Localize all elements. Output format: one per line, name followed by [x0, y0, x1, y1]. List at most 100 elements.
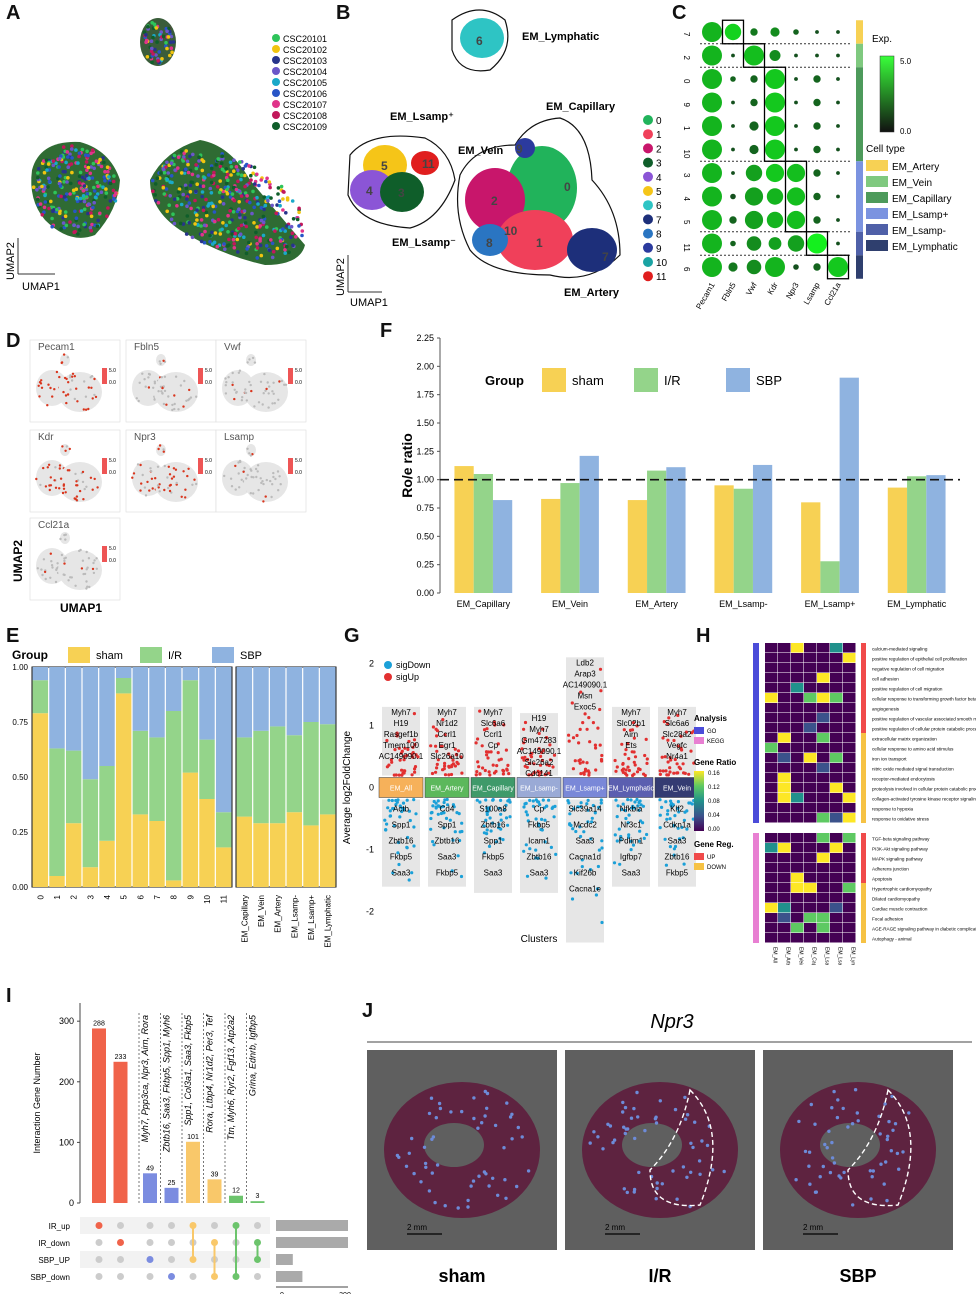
sig-up-point: [395, 734, 399, 738]
dot: [836, 30, 840, 34]
feature-point: [150, 470, 153, 473]
bar-SBP: [579, 455, 599, 593]
up-gene-label: Airn: [624, 730, 638, 739]
feature-point: [168, 489, 172, 493]
sig-up-point: [635, 770, 640, 774]
feature-point: [82, 408, 86, 411]
heat-cell: [765, 893, 778, 903]
umap-point: [266, 198, 270, 203]
sig-up-point: [523, 755, 527, 759]
npr3-spot: [660, 1182, 664, 1186]
heat-cell: [843, 833, 856, 843]
analysis-label: GO: [707, 729, 717, 735]
column-label: EM_Artery: [785, 947, 791, 965]
feature-point: [233, 397, 236, 401]
term-label: proteolysis involved in cellular protein…: [872, 787, 976, 792]
feature-gene: Vwf: [224, 342, 241, 353]
umap-point: [224, 167, 229, 171]
umap-point: [162, 192, 167, 196]
feature-point: [132, 472, 136, 475]
feature-point: [245, 399, 248, 402]
sig-up-point: [403, 769, 407, 773]
feature-point: [171, 408, 174, 412]
sig-up-point: [666, 760, 670, 764]
sig-down-point: [391, 871, 395, 875]
umap-point: [165, 209, 169, 214]
heat-cell: [817, 743, 830, 753]
sig-up-point: [474, 773, 478, 777]
npr3-spot: [809, 1102, 813, 1107]
umap-point: [200, 232, 204, 237]
umap-point: [61, 221, 66, 225]
feature-point: [277, 398, 280, 401]
feature-point: [185, 399, 188, 402]
heat-cell: [817, 923, 830, 933]
sig-down-point: [405, 798, 409, 802]
npr3-spot: [821, 1164, 825, 1169]
feature-point: [49, 386, 52, 390]
npr3-spot: [878, 1132, 882, 1136]
dot: [836, 194, 840, 199]
legend-label: CSC20101: [283, 34, 327, 44]
heat-cell: [791, 773, 804, 783]
feature-point: [167, 465, 170, 468]
npr3-spot: [675, 1197, 679, 1201]
umap-point: [165, 29, 169, 34]
umap-point: [186, 162, 190, 167]
stack-I/R: [115, 678, 132, 694]
condition-label: SBP: [839, 1266, 876, 1286]
umap-point: [172, 197, 177, 201]
npr3-spot: [853, 1088, 858, 1092]
npr3-spot: [700, 1139, 704, 1143]
sig-up-point: [675, 762, 679, 766]
dot: [746, 236, 762, 251]
sig-down-point: [664, 800, 668, 804]
npr3-spot: [907, 1111, 911, 1115]
sig-up-point: [599, 689, 603, 693]
gene-annotation: Grina, Ednrb, Igfbp5: [248, 1014, 258, 1096]
sig-down-point: [658, 826, 662, 830]
row-label: 1: [682, 126, 691, 131]
heat-cell: [778, 743, 791, 753]
down-gene-label: S100a8: [479, 805, 507, 814]
intersection-count: 25: [168, 1180, 176, 1187]
umap-point: [247, 240, 251, 245]
heat-cell: [778, 903, 791, 913]
reg-bar: [861, 873, 866, 883]
umap-point: [218, 232, 223, 236]
npr3-spot: [886, 1134, 890, 1138]
umap-point: [179, 202, 184, 207]
reg-bar: [861, 783, 866, 793]
panel-c-label: C: [672, 2, 687, 24]
axis-y-label: UMAP2: [335, 258, 347, 296]
sig-down-point: [412, 844, 416, 848]
set-name: SBP_down: [30, 1273, 70, 1282]
feature-point: [153, 380, 156, 383]
dot: [702, 69, 722, 89]
stack-sham: [82, 867, 99, 887]
heat-cell: [843, 773, 856, 783]
heat-cell: [765, 733, 778, 743]
npr3-spot: [658, 1099, 662, 1103]
npr3-spot: [510, 1137, 514, 1141]
umap-point: [188, 154, 192, 159]
feature-point: [162, 448, 165, 451]
down-gene-label: Saa3: [530, 869, 549, 878]
cluster-bar: [516, 777, 562, 798]
dot: [815, 53, 819, 58]
sig-up-point: [666, 738, 670, 742]
cluster-6-blob: [460, 18, 504, 58]
stack-I/R: [253, 730, 269, 824]
sig-down-point: [668, 817, 672, 821]
feature-point: [162, 402, 166, 406]
feature-point: [59, 477, 63, 480]
umap-point: [74, 216, 79, 220]
umap-point: [155, 40, 159, 44]
feature-point: [235, 391, 238, 394]
sig-up-point: [666, 722, 670, 726]
umap-point: [244, 251, 249, 256]
sig-down-point: [597, 805, 601, 809]
heat-cell: [778, 703, 791, 713]
npr3-spot: [429, 1096, 434, 1100]
npr3-spot: [637, 1170, 641, 1175]
